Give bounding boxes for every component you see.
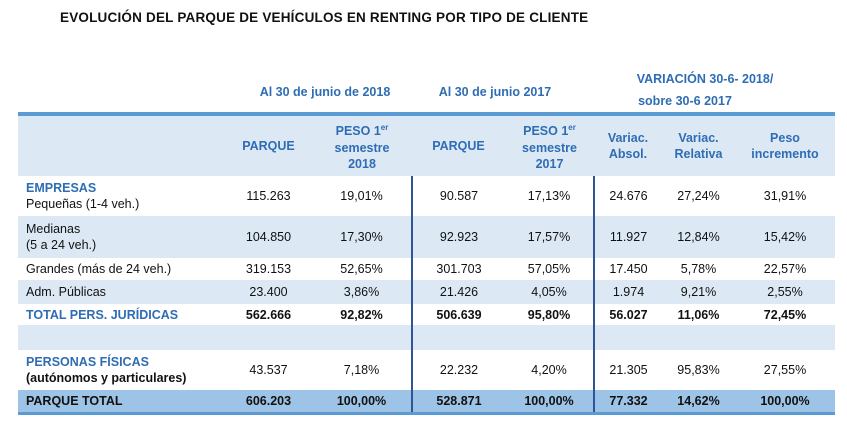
table-row: PERSONAS FÍSICAS (autónomos y particulare… [18, 350, 835, 390]
table-cell: 562.666 [245, 307, 292, 322]
table-cell [18, 114, 225, 176]
col-parque-2018: PARQUE [225, 114, 312, 176]
table-cell: TOTAL PERS. JURÍDICAS [26, 307, 179, 322]
col-peso-inc: Peso incremento [735, 114, 835, 176]
table-cell: 90.587 [411, 176, 505, 216]
table-cell: Adm. Públicas [26, 285, 106, 299]
table-cell: 3,86% [343, 285, 380, 299]
table-cell: 17.450 [593, 258, 662, 280]
col-parque-2017: PARQUE [412, 114, 505, 176]
table-cell [18, 325, 225, 350]
table-cell: 104.850 [245, 230, 292, 244]
table-cell: 77.332 [593, 390, 662, 413]
table-cell: PERSONAS FÍSICAS (autónomos y particulare… [26, 355, 187, 385]
table-cell: 22,57% [763, 262, 807, 276]
table-cell: 115.263 [246, 189, 291, 203]
table-cell: 15,42% [763, 230, 807, 244]
table-cell: 57,05% [527, 262, 571, 276]
table-cell: 17,57% [527, 230, 571, 244]
table-cell: 528.871 [411, 390, 505, 413]
table-cell: 606.203 [225, 390, 312, 413]
spacer-row [18, 325, 835, 350]
table-cell: 1.974 [593, 280, 662, 304]
group-header-variacion-2: sobre 30-6 2017 [638, 94, 732, 108]
col-peso-2017: PESO 1er semestre 2017 [505, 114, 594, 176]
col-peso-2018: PESO 1er semestre 2018 [312, 114, 412, 176]
total-juridicas-row: TOTAL PERS. JURÍDICAS 562.666 92,82% 506.6… [18, 304, 835, 325]
table-cell: 2,55% [767, 285, 803, 299]
group-header-2017: Al 30 de junio 2017 [438, 85, 552, 99]
table-cell: EMPRESAS Pequeñas (1-4 veh.) [26, 181, 140, 211]
header-row: PARQUE PESO 1er semestre 2018 PARQUE PESO … [18, 114, 835, 176]
table-cell: 27,24% [677, 189, 720, 203]
table-cell [662, 325, 735, 350]
table-cell: 9,21% [680, 285, 717, 299]
table-cell: 17,30% [340, 230, 383, 244]
table-cell: 506.639 [411, 304, 505, 325]
page-title: EVOLUCIÓN DEL PARQUE DE VEHÍCULOS EN REN… [60, 10, 589, 25]
table-cell: Medianas (5 a 24 veh.) [26, 222, 97, 252]
parque-total-row: PARQUE TOTAL 606.203 100,00% 528.871 100,00… [18, 390, 835, 413]
table-cell: 11.927 [593, 216, 662, 258]
table-cell: 11,06% [677, 307, 720, 322]
table-cell: 301.703 [411, 258, 505, 280]
table-cell: 52,65% [340, 262, 383, 276]
group-header-variacion-1: VARIACIÓN 30-6- 2018/ [636, 72, 774, 86]
table-cell: 95,80% [527, 307, 571, 322]
table-cell: 22.232 [411, 350, 505, 390]
table-row: EMPRESAS Pequeñas (1-4 veh.) 115.263 19,01… [18, 176, 835, 216]
table-cell: 4,20% [531, 363, 567, 377]
col-var-rel: Variac. Relativa [662, 114, 735, 176]
table-cell: 12,84% [677, 230, 720, 244]
table-cell: 95,83% [677, 363, 720, 377]
table-cell: 4,05% [531, 285, 567, 299]
table-cell: 319.153 [245, 262, 292, 276]
table-cell: 72,45% [763, 307, 807, 322]
table-cell [505, 325, 594, 350]
group-header-2018: Al 30 de junio de 2018 [259, 85, 391, 99]
col-var-abs: Variac. Absol. [594, 114, 662, 176]
table-cell: 100,00% [735, 390, 835, 413]
table-cell [411, 325, 505, 350]
table-cell: PARQUE TOTAL [18, 390, 225, 413]
table-cell: 7,18% [343, 363, 380, 377]
table-cell: 21.305 [593, 350, 662, 390]
table-cell: 21.426 [411, 280, 505, 304]
table-cell [593, 325, 662, 350]
table-cell: 92.923 [411, 216, 505, 258]
table-cell: 14,62% [662, 390, 735, 413]
table-cell [312, 325, 412, 350]
table-cell: 27,55% [763, 363, 807, 377]
table-cell: 23.400 [249, 285, 288, 299]
table-cell [735, 325, 835, 350]
table-cell: 31,91% [763, 189, 807, 203]
table-cell: Grandes (más de 24 veh.) [26, 262, 172, 276]
table-cell: 56.027 [593, 304, 662, 325]
table-cell: 92,82% [340, 307, 383, 322]
table-cell [225, 325, 312, 350]
table-cell: 17,13% [527, 189, 571, 203]
renting-table: PARQUE PESO 1er semestre 2018 PARQUE PESO … [18, 112, 835, 415]
table-row: Medianas (5 a 24 veh.) 104.850 17,30% 92.92… [18, 216, 835, 258]
table-cell: 19,01% [340, 189, 383, 203]
table-cell: 43.537 [249, 363, 288, 377]
table-row: Adm. Públicas 23.400 3,86% 21.426 4,05% 1.97… [18, 280, 835, 304]
table-cell: 24.676 [593, 176, 662, 216]
table-cell: 100,00% [312, 390, 412, 413]
table-cell: 5,78% [680, 262, 717, 276]
table-cell: 100,00% [505, 390, 594, 413]
table-row: Grandes (más de 24 veh.) 319.153 52,65% 30… [18, 258, 835, 280]
